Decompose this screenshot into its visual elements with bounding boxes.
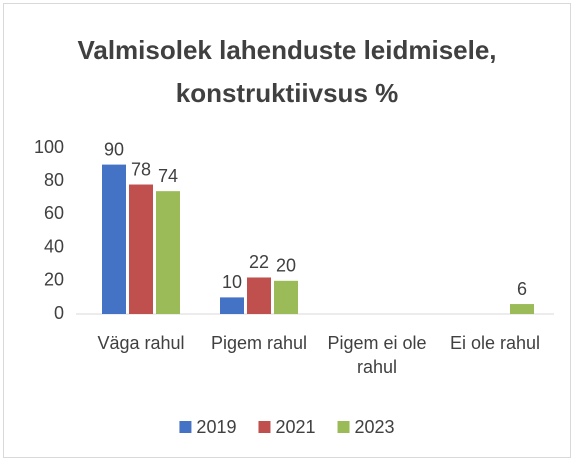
x-tick-label: Pigem ei ole rahul [327,333,426,377]
y-tick-label: 100 [34,137,64,157]
legend-swatch [179,421,192,433]
y-tick-label: 20 [44,270,64,290]
bar [247,277,271,314]
bar [220,297,244,314]
y-tick-label: 60 [44,203,64,223]
data-label: 22 [249,252,269,272]
data-label: 78 [131,159,151,179]
data-label: 10 [222,272,242,292]
legend-swatch [337,421,350,433]
chart-title: Valmisolek lahenduste leidmisele, konstru… [77,35,496,108]
x-tick-label: Ei ole rahul [450,333,540,353]
legend-item: 2021 [258,417,316,437]
y-tick-label: 40 [44,236,64,256]
y-tick-label: 80 [44,170,64,190]
legend-swatch [258,421,271,433]
legend-label: 2023 [355,417,395,437]
legend-label: 2021 [275,417,315,437]
x-tick-label: Pigem rahul [211,333,307,353]
bar [510,304,534,314]
chart-border [3,3,571,458]
legend-label: 2019 [196,417,236,437]
bar [129,184,153,314]
bar [102,164,126,314]
bar [274,280,298,314]
legend-item: 2023 [337,417,395,437]
bar [156,191,180,314]
data-label: 6 [517,279,527,299]
data-label: 20 [276,256,296,276]
x-tick-label: Väga rahul [97,333,184,353]
legend-item: 2019 [179,417,236,437]
y-tick-label: 0 [54,303,64,323]
data-label: 90 [104,139,124,159]
data-label: 74 [158,166,178,186]
